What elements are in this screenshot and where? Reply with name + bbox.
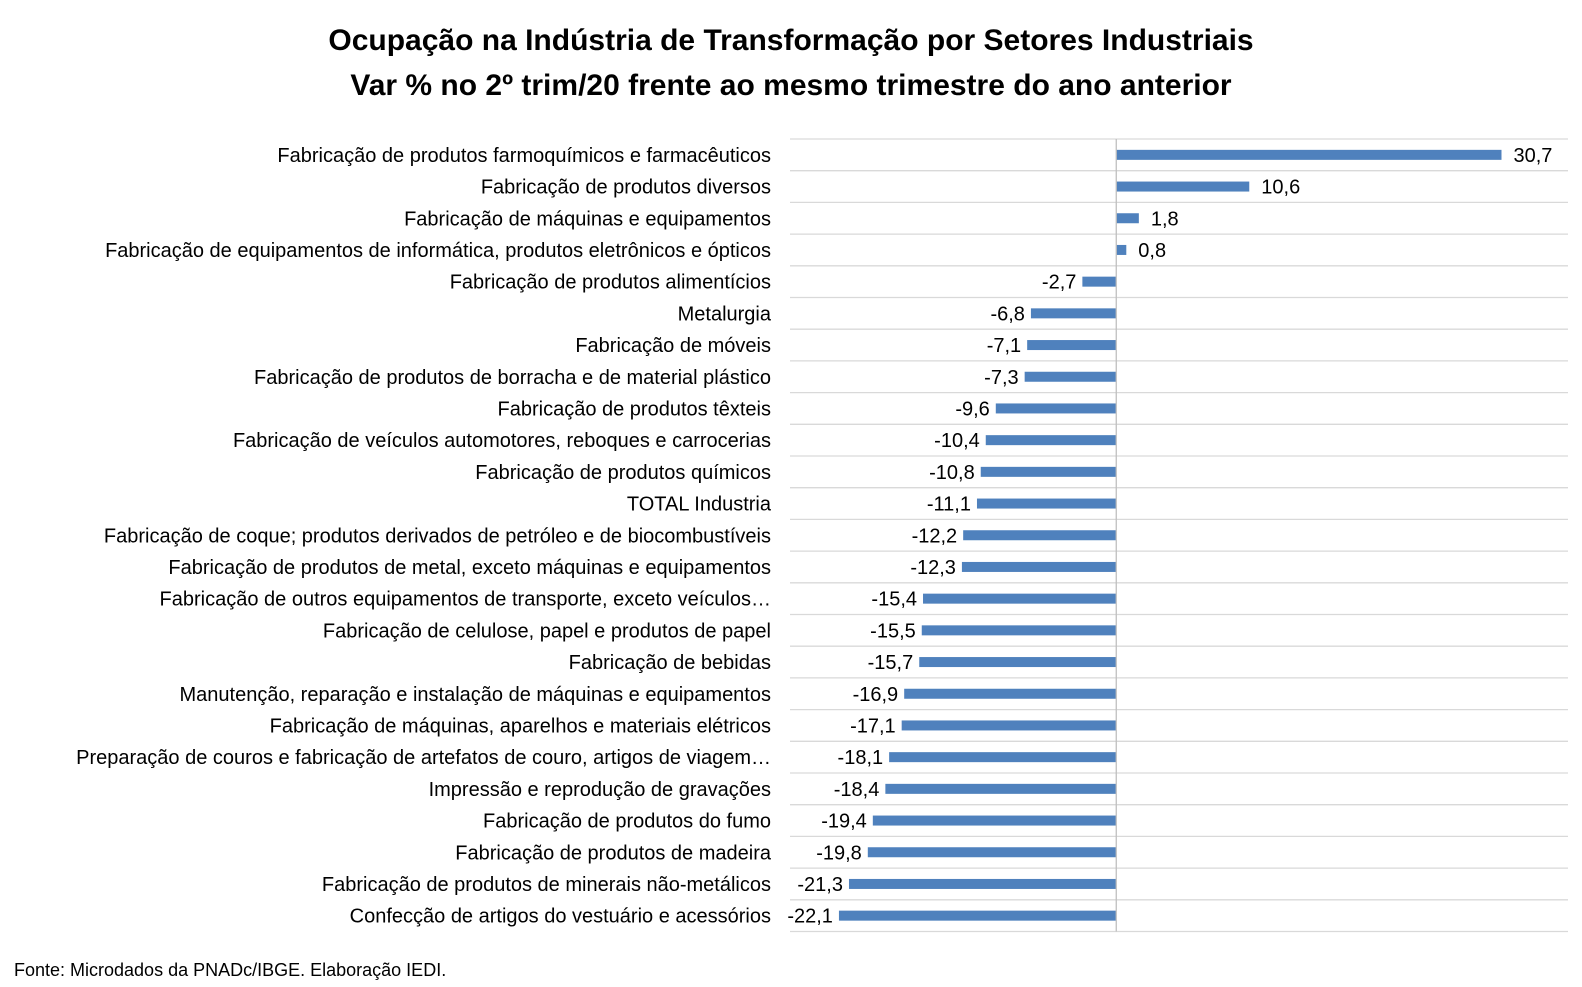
category-label: Metalurgia — [678, 303, 772, 325]
category-label: TOTAL Industria — [627, 494, 772, 516]
value-label: 1,8 — [1151, 208, 1179, 230]
category-label: Fabricação de coque; produtos derivados … — [104, 525, 771, 547]
bar — [901, 720, 1117, 731]
bar — [904, 688, 1117, 699]
category-label: Fabricação de produtos farmoquímicos e f… — [277, 145, 771, 167]
value-label: -21,3 — [797, 874, 843, 896]
bar — [1024, 371, 1117, 382]
value-label: -18,1 — [838, 747, 884, 769]
value-label: -7,3 — [984, 367, 1018, 389]
category-label: Fabricação de produtos têxteis — [498, 398, 772, 420]
bar — [872, 815, 1117, 826]
category-label: Confecção de artigos do vestuário e aces… — [350, 906, 771, 928]
category-label: Fabricação de máquinas, aparelhos e mate… — [270, 715, 771, 737]
bar — [1116, 181, 1250, 192]
chart-title: Ocupação na Indústria de Transformação p… — [328, 24, 1253, 57]
source-note: Fonte: Microdados da PNADc/IBGE. Elabora… — [14, 960, 446, 980]
category-label: Fabricação de celulose, papel e produtos… — [323, 620, 771, 642]
bar — [1027, 340, 1117, 351]
value-label: 0,8 — [1138, 240, 1166, 262]
bar — [985, 435, 1117, 446]
bar — [1030, 308, 1117, 319]
value-label: -15,5 — [870, 620, 916, 642]
bar — [1116, 213, 1139, 224]
bar — [885, 783, 1117, 794]
bar — [976, 498, 1117, 509]
category-label: Fabricação de produtos diversos — [481, 177, 771, 199]
value-label: -15,7 — [868, 652, 914, 674]
bar — [889, 752, 1117, 763]
category-label: Fabricação de produtos de madeira — [455, 842, 772, 864]
category-label: Fabricação de produtos de metal, exceto … — [168, 557, 771, 579]
value-labels: 30,7 10,6 1,8 0,8 -2,7 -6,8 -7,1 -7,3 -9,6 -10,4 -… — [787, 145, 1552, 928]
value-label: -12,2 — [912, 525, 958, 547]
value-label: -18,4 — [834, 779, 880, 801]
category-label: Fabricação de produtos de borracha e de … — [254, 367, 771, 389]
value-label: 10,6 — [1261, 177, 1300, 199]
value-label: -16,9 — [853, 684, 899, 706]
value-label: -9,6 — [955, 398, 989, 420]
gridlines — [790, 138, 1568, 933]
value-label: -15,4 — [871, 589, 917, 611]
bar — [963, 530, 1117, 541]
bar — [838, 910, 1117, 921]
category-label: Manutenção, reparação e instalação de má… — [179, 684, 771, 706]
value-label: -2,7 — [1042, 272, 1076, 294]
category-label: Fabricação de produtos do fumo — [483, 811, 771, 833]
category-label: Preparação de couros e fabricação de art… — [76, 747, 771, 769]
value-label: -17,1 — [850, 715, 896, 737]
value-label: -10,8 — [929, 462, 975, 484]
value-label: -7,1 — [987, 335, 1021, 357]
chart-subtitle: Var % no 2º trim/20 frente ao mesmo trim… — [350, 69, 1232, 102]
value-label: -19,8 — [816, 842, 862, 864]
bars — [838, 149, 1502, 921]
bar — [1116, 244, 1127, 255]
value-label: -12,3 — [910, 557, 956, 579]
category-label: Fabricação de produtos químicos — [475, 462, 771, 484]
bar — [921, 625, 1117, 636]
category-labels: Fabricação de produtos farmoquímicos e f… — [76, 145, 772, 928]
value-label: -19,4 — [821, 811, 867, 833]
category-label: Fabricação de equipamentos de informátic… — [105, 240, 771, 262]
bar — [867, 847, 1117, 858]
bar — [919, 657, 1117, 668]
category-label: Fabricação de veículos automotores, rebo… — [233, 430, 771, 452]
bar — [923, 593, 1117, 604]
bar — [1082, 276, 1117, 287]
value-label: -6,8 — [990, 303, 1024, 325]
bar — [848, 878, 1117, 889]
category-label: Fabricação de bebidas — [569, 652, 771, 674]
category-label: Fabricação de produtos de minerais não-m… — [322, 874, 771, 896]
value-label: -10,4 — [934, 430, 980, 452]
bar — [995, 403, 1117, 414]
category-label: Fabricação de outros equipamentos de tra… — [160, 589, 771, 611]
category-label: Fabricação de produtos alimentícios — [450, 272, 771, 294]
bar — [961, 561, 1117, 572]
category-label: Impressão e reprodução de gravações — [429, 779, 771, 801]
value-label: -22,1 — [787, 906, 833, 928]
bar — [1116, 149, 1502, 160]
category-label: Fabricação de máquinas e equipamentos — [404, 208, 771, 230]
category-label: Fabricação de móveis — [575, 335, 771, 357]
value-label: 30,7 — [1513, 145, 1552, 167]
value-label: -11,1 — [927, 494, 971, 516]
bar — [980, 466, 1117, 477]
